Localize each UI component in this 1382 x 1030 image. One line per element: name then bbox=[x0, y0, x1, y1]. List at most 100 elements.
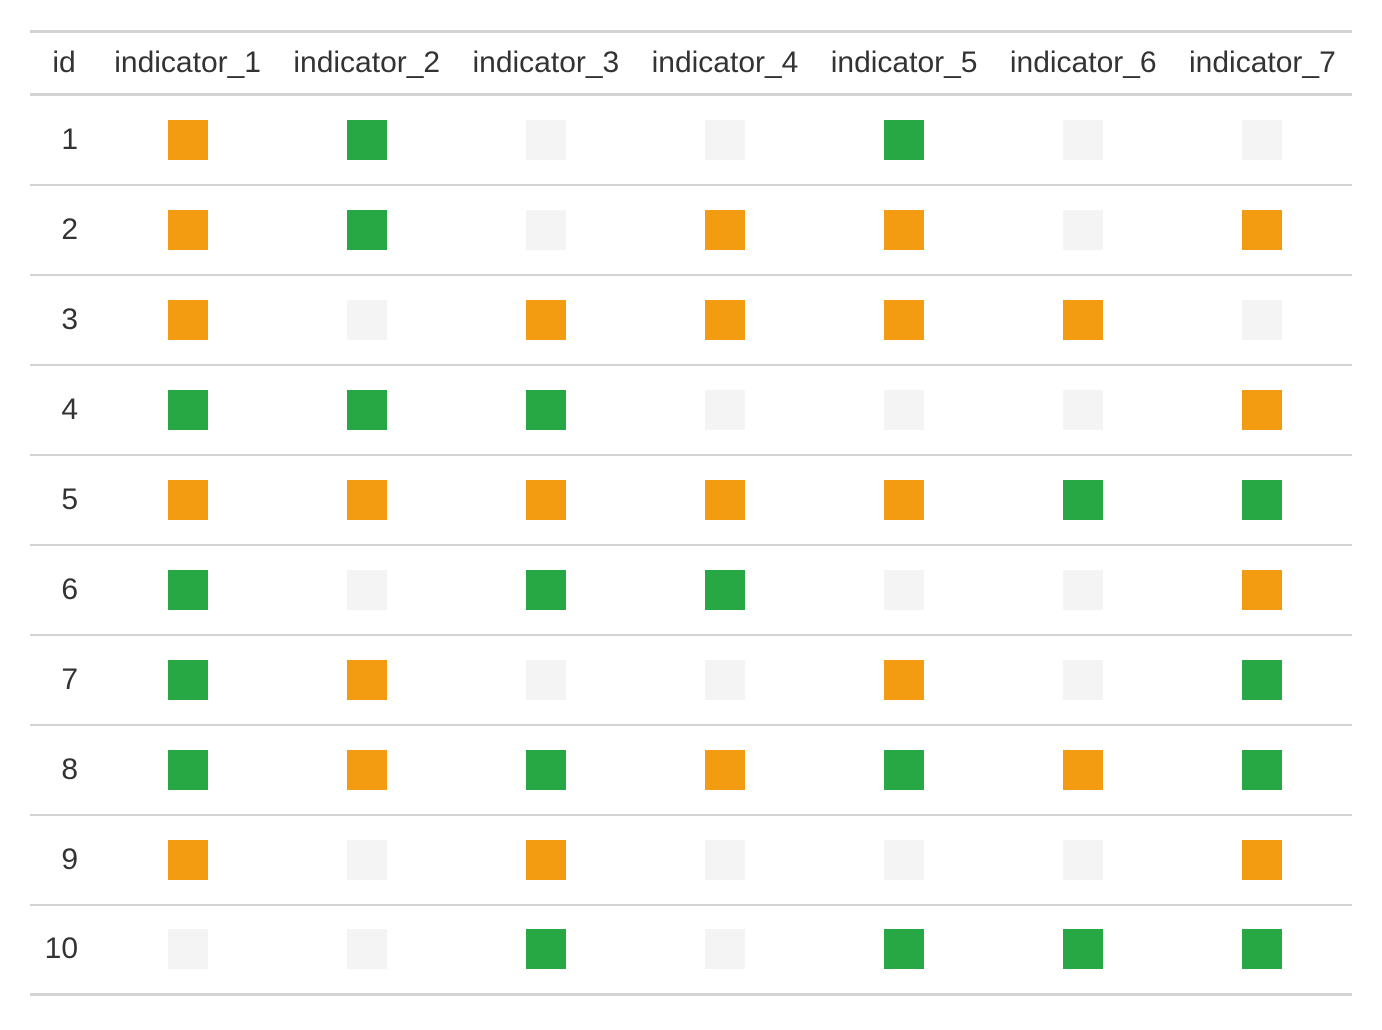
indicator-cell bbox=[456, 545, 635, 635]
indicator-cell bbox=[98, 455, 277, 545]
indicator-cell bbox=[635, 815, 814, 905]
indicator-cell bbox=[277, 725, 456, 815]
row-id-cell: 7 bbox=[61, 662, 79, 696]
indicator-cell bbox=[1173, 95, 1352, 185]
indicator-cell bbox=[1173, 635, 1352, 725]
row-id-cell: 8 bbox=[61, 752, 79, 786]
indicator-cell bbox=[815, 365, 994, 455]
indicator-cell bbox=[1173, 365, 1352, 455]
indicator-cell bbox=[1173, 275, 1352, 365]
indicator-cell bbox=[456, 635, 635, 725]
row-id-cell: 9 bbox=[61, 842, 79, 876]
indicator-cell bbox=[994, 725, 1173, 815]
indicator-cell bbox=[1173, 725, 1352, 815]
indicator-cell bbox=[815, 455, 994, 545]
column-header-indicator-7[interactable]: indicator_7 bbox=[1189, 46, 1336, 79]
status-square-orange bbox=[1242, 389, 1283, 430]
indicator-cell bbox=[277, 635, 456, 725]
indicator-cell bbox=[994, 365, 1173, 455]
indicator-cell bbox=[456, 815, 635, 905]
status-square-orange bbox=[704, 299, 745, 340]
indicator-cell bbox=[456, 95, 635, 185]
column-header-indicator-6[interactable]: indicator_6 bbox=[1009, 46, 1157, 79]
status-square-orange bbox=[704, 749, 745, 790]
indicator-cell bbox=[98, 95, 277, 185]
indicator-cell bbox=[277, 815, 456, 905]
row-id-cell: 10 bbox=[44, 932, 79, 966]
indicator-cell bbox=[815, 275, 994, 365]
indicator-cell bbox=[994, 545, 1173, 635]
table-row: 2 bbox=[30, 185, 1352, 275]
indicator-cell bbox=[815, 95, 994, 185]
row-id-cell: 2 bbox=[61, 212, 79, 246]
row-id-cell: 1 bbox=[61, 122, 79, 156]
status-square-empty bbox=[884, 839, 925, 880]
status-square-empty bbox=[525, 209, 566, 250]
table-row: 4 bbox=[30, 365, 1352, 455]
row-id-cell: 5 bbox=[61, 482, 79, 516]
status-square-green bbox=[346, 389, 387, 430]
indicator-cell bbox=[815, 815, 994, 905]
status-square-empty bbox=[704, 389, 745, 430]
indicator-cell bbox=[635, 545, 814, 635]
indicator-cell bbox=[456, 275, 635, 365]
status-square-empty bbox=[1063, 209, 1104, 250]
status-square-orange bbox=[525, 479, 566, 520]
status-square-empty bbox=[346, 929, 387, 970]
indicator-cell bbox=[635, 455, 814, 545]
status-square-green bbox=[1242, 749, 1283, 790]
indicator-cell bbox=[815, 905, 994, 995]
column-header-indicator-1[interactable]: indicator_1 bbox=[114, 46, 261, 79]
status-square-empty bbox=[346, 299, 387, 340]
column-header-id[interactable]: id bbox=[52, 46, 76, 79]
status-square-empty bbox=[525, 119, 566, 160]
column-header-indicator-5[interactable]: indicator_5 bbox=[830, 46, 978, 79]
indicator-cell bbox=[277, 275, 456, 365]
indicator-cell bbox=[277, 455, 456, 545]
indicator-cell bbox=[98, 815, 277, 905]
indicator-cell bbox=[277, 95, 456, 185]
column-header-indicator-3[interactable]: indicator_3 bbox=[472, 46, 620, 79]
indicator-cell bbox=[635, 275, 814, 365]
indicator-cell bbox=[994, 275, 1173, 365]
table-row: 6 bbox=[30, 545, 1352, 635]
table-header: id indicator_1 indicator_2 indicator_3 i… bbox=[30, 31, 1352, 95]
status-square-green bbox=[525, 929, 566, 970]
status-square-green bbox=[525, 749, 566, 790]
status-square-orange bbox=[1242, 839, 1283, 880]
indicator-cell bbox=[815, 545, 994, 635]
status-square-orange bbox=[884, 209, 925, 250]
indicator-cell bbox=[1173, 545, 1352, 635]
indicator-cell bbox=[1173, 455, 1352, 545]
status-square-orange bbox=[346, 659, 387, 700]
status-square-orange bbox=[525, 299, 566, 340]
indicator-cell bbox=[456, 365, 635, 455]
indicator-cell bbox=[635, 725, 814, 815]
status-square-empty bbox=[704, 119, 745, 160]
status-square-empty bbox=[1063, 839, 1104, 880]
indicator-cell bbox=[635, 185, 814, 275]
indicator-cell bbox=[456, 725, 635, 815]
column-header-indicator-4[interactable]: indicator_4 bbox=[651, 46, 799, 79]
status-square-orange bbox=[167, 209, 208, 250]
indicator-cell bbox=[1173, 905, 1352, 995]
indicator-cell bbox=[98, 365, 277, 455]
status-square-green bbox=[346, 119, 387, 160]
status-square-green bbox=[704, 569, 745, 610]
status-square-green bbox=[1242, 479, 1283, 520]
status-square-green bbox=[167, 749, 208, 790]
row-id-cell: 3 bbox=[61, 302, 79, 336]
indicator-cell bbox=[994, 95, 1173, 185]
status-square-orange bbox=[884, 659, 925, 700]
status-square-empty bbox=[884, 389, 925, 430]
status-square-orange bbox=[1063, 299, 1104, 340]
indicator-cell bbox=[98, 185, 277, 275]
status-square-empty bbox=[346, 569, 387, 610]
column-header-indicator-2[interactable]: indicator_2 bbox=[293, 46, 441, 79]
status-square-orange bbox=[167, 839, 208, 880]
status-square-orange bbox=[1242, 569, 1283, 610]
indicator-cell bbox=[98, 545, 277, 635]
status-square-green bbox=[1063, 929, 1104, 970]
status-square-green bbox=[525, 389, 566, 430]
indicator-cell bbox=[994, 185, 1173, 275]
